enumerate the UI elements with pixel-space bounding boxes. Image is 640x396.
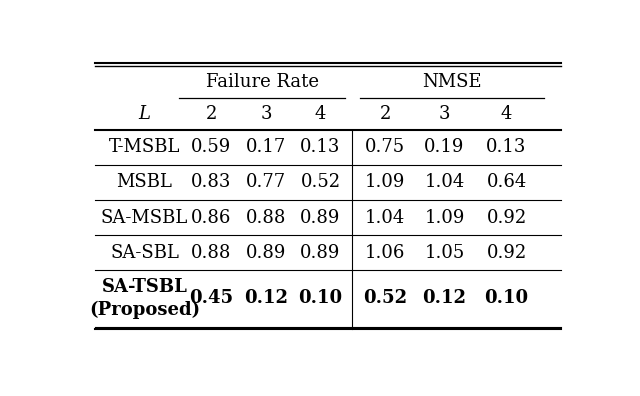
Text: 2: 2: [380, 105, 391, 123]
Text: 0.59: 0.59: [191, 138, 232, 156]
Text: Failure Rate: Failure Rate: [206, 73, 319, 91]
Text: NMSE: NMSE: [422, 73, 482, 91]
Text: 0.86: 0.86: [191, 209, 232, 227]
Text: 0.45: 0.45: [189, 289, 234, 307]
Text: 0.75: 0.75: [365, 138, 405, 156]
Text: 2: 2: [205, 105, 217, 123]
Text: 0.89: 0.89: [300, 244, 340, 262]
Text: 4: 4: [315, 105, 326, 123]
Text: 4: 4: [501, 105, 512, 123]
Text: 3: 3: [260, 105, 272, 123]
Text: 0.52: 0.52: [363, 289, 407, 307]
Text: 3: 3: [439, 105, 451, 123]
Text: SA-TSBL: SA-TSBL: [102, 278, 188, 296]
Text: L: L: [138, 105, 150, 123]
Text: 1.09: 1.09: [424, 209, 465, 227]
Text: 1.04: 1.04: [365, 209, 405, 227]
Text: 0.17: 0.17: [246, 138, 286, 156]
Text: 0.89: 0.89: [300, 209, 340, 227]
Text: 0.92: 0.92: [486, 209, 527, 227]
Text: 0.10: 0.10: [298, 289, 342, 307]
Text: 0.88: 0.88: [246, 209, 286, 227]
Text: (Proposed): (Proposed): [89, 301, 200, 319]
Text: 0.12: 0.12: [244, 289, 288, 307]
Text: 0.92: 0.92: [486, 244, 527, 262]
Text: SA-MSBL: SA-MSBL: [101, 209, 188, 227]
Text: MSBL: MSBL: [116, 173, 172, 191]
Text: 0.13: 0.13: [486, 138, 527, 156]
Text: 0.52: 0.52: [301, 173, 340, 191]
Text: 1.06: 1.06: [365, 244, 405, 262]
Text: 0.64: 0.64: [486, 173, 527, 191]
Text: 0.12: 0.12: [422, 289, 467, 307]
Text: 0.19: 0.19: [424, 138, 465, 156]
Text: 0.77: 0.77: [246, 173, 286, 191]
Text: T-MSBL: T-MSBL: [109, 138, 180, 156]
Text: 1.09: 1.09: [365, 173, 405, 191]
Text: 1.04: 1.04: [424, 173, 465, 191]
Text: 0.83: 0.83: [191, 173, 232, 191]
Text: 0.89: 0.89: [246, 244, 286, 262]
Text: 1.05: 1.05: [424, 244, 465, 262]
Text: 0.13: 0.13: [300, 138, 340, 156]
Text: SA-SBL: SA-SBL: [110, 244, 179, 262]
Text: 0.10: 0.10: [484, 289, 529, 307]
Text: 0.88: 0.88: [191, 244, 232, 262]
